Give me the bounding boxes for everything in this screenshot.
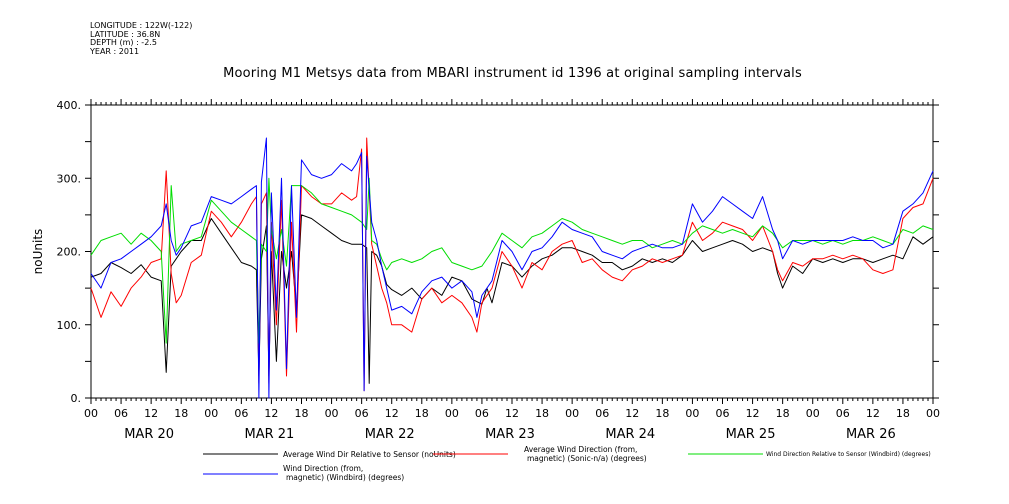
x-hour-tick-label: 18 xyxy=(776,407,790,420)
x-hour-tick-label: 18 xyxy=(174,407,188,420)
y-tick-label: 200. xyxy=(57,246,82,259)
meta-depth: DEPTH (m) : -2.5 xyxy=(90,38,157,47)
legend-label-1: Average Wind Direction (from, magnetic) (… xyxy=(524,445,647,463)
x-hour-tick-label: 00 xyxy=(325,407,339,420)
series-line-3 xyxy=(90,137,934,399)
x-hour-tick-label: 00 xyxy=(204,407,218,420)
x-hour-tick-label: 18 xyxy=(535,407,549,420)
x-hour-tick-label: 12 xyxy=(385,407,399,420)
x-day-label: MAR 22 xyxy=(365,427,415,442)
metadata-block: LONGITUDE : 122W(-122) LATITUDE : 36.8N … xyxy=(90,21,193,56)
x-hour-tick-label: 12 xyxy=(144,407,158,420)
y-tick-label: 0. xyxy=(71,392,82,405)
x-hour-tick-label: 06 xyxy=(836,407,850,420)
legend-label-0: Average Wind Dir Relative to Sensor (noU… xyxy=(283,450,456,459)
x-day-label: MAR 26 xyxy=(846,427,896,442)
y-tick-label: 300. xyxy=(57,172,82,185)
y-tick-label: 100. xyxy=(57,319,82,332)
x-hour-tick-label: 06 xyxy=(114,407,128,420)
x-hour-tick-label: 18 xyxy=(415,407,429,420)
x-day-label: MAR 23 xyxy=(485,427,535,442)
x-hour-tick-label: 18 xyxy=(896,407,910,420)
x-hour-tick-label: 06 xyxy=(234,407,248,420)
x-hour-tick-label: 18 xyxy=(295,407,309,420)
y-axis-label: noUnits xyxy=(31,229,45,275)
series-line-2 xyxy=(90,177,934,344)
chart-title: Mooring M1 Metsys data from MBARI instru… xyxy=(223,66,802,81)
x-hour-tick-label: 00 xyxy=(685,407,699,420)
series-line-1 xyxy=(90,137,934,392)
x-hour-tick-label: 00 xyxy=(445,407,459,420)
x-hour-tick-label: 12 xyxy=(625,407,639,420)
meta-latitude: LATITUDE : 36.8N xyxy=(90,29,161,39)
y-tick-label: 400. xyxy=(57,99,82,112)
x-hour-tick-label: 12 xyxy=(264,407,278,420)
meta-year: YEAR : 2011 xyxy=(90,46,140,56)
x-hour-tick-label: 00 xyxy=(84,407,98,420)
x-hour-tick-label: 12 xyxy=(505,407,519,420)
x-day-label: MAR 21 xyxy=(245,427,295,442)
x-day-label: MAR 20 xyxy=(124,427,174,442)
legend-label-3: Wind Direction (from, magnetic) (Windbird… xyxy=(283,464,404,482)
x-hour-tick-label: 18 xyxy=(655,407,669,420)
x-hour-tick-label: 06 xyxy=(595,407,609,420)
x-hour-tick-label: 12 xyxy=(866,407,880,420)
x-hour-tick-label: 00 xyxy=(926,407,940,420)
legend-label-2: Wind Direction Relative to Sensor (Windb… xyxy=(766,451,931,458)
x-hour-tick-label: 00 xyxy=(565,407,579,420)
x-hour-tick-label: 12 xyxy=(746,407,760,420)
x-hour-tick-label: 06 xyxy=(716,407,730,420)
meta-longitude: LONGITUDE : 122W(-122) xyxy=(90,21,193,30)
x-day-label: MAR 24 xyxy=(605,427,655,442)
x-day-label: MAR 25 xyxy=(726,427,776,442)
x-hour-tick-label: 00 xyxy=(806,407,820,420)
x-hour-tick-label: 06 xyxy=(355,407,369,420)
x-hour-tick-label: 06 xyxy=(475,407,489,420)
